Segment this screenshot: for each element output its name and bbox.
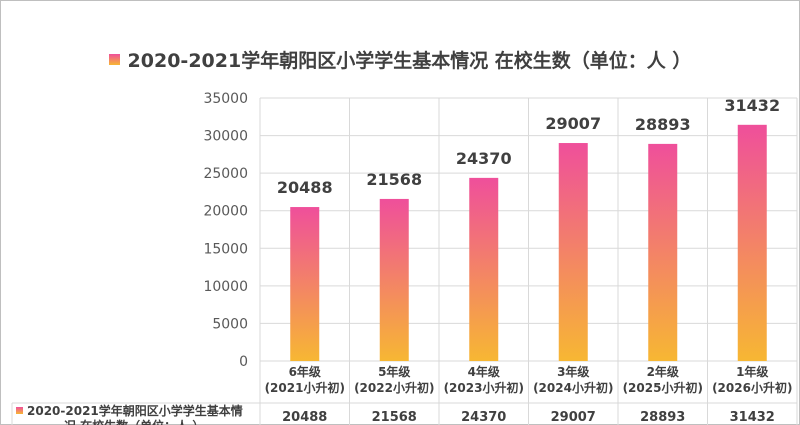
- table-cell: 24370: [461, 410, 506, 425]
- y-tick-label: 20000: [203, 204, 248, 220]
- category-sublabel: (2026小升初): [712, 380, 792, 395]
- data-label: 31432: [724, 96, 780, 115]
- chart-title-row: 2020-2021学年朝阳区小学学生基本情况 在校生数（单位：人 ）: [0, 44, 800, 74]
- bar: [648, 143, 678, 361]
- legend-color-key: [108, 53, 120, 65]
- data-label: 24370: [456, 149, 512, 168]
- y-tick-label: 35000: [203, 91, 248, 107]
- y-tick-label: 15000: [203, 241, 248, 257]
- table-cell: 29007: [551, 410, 596, 425]
- category-sublabel: (2022小升初): [354, 380, 434, 395]
- category-sublabel: (2021小升初): [265, 380, 345, 395]
- bar: [558, 143, 588, 361]
- category-sublabel: (2023小升初): [444, 380, 524, 395]
- y-tick-label: 25000: [203, 166, 248, 182]
- bar: [379, 198, 409, 361]
- data-label: 20488: [277, 178, 333, 197]
- table-cell: 20488: [282, 410, 327, 425]
- category-label: 3年级: [557, 364, 589, 379]
- y-tick-label: 30000: [203, 129, 248, 145]
- table-legend-label: 2020-2021学年朝阳区小学学生基本情: [27, 403, 243, 418]
- y-tick-label: 5000: [212, 316, 248, 332]
- category-label: 4年级: [468, 364, 500, 379]
- bar: [290, 207, 320, 361]
- data-label: 29007: [545, 114, 601, 133]
- table-legend-label-2: 况 在校生数（单位：人 ）: [64, 418, 204, 425]
- y-tick-label: 10000: [203, 279, 248, 295]
- category-label: 5年级: [378, 364, 410, 379]
- table-cell: 21568: [372, 410, 417, 425]
- category-label: 1年级: [736, 364, 768, 379]
- bar: [737, 124, 767, 361]
- category-label: 6年级: [289, 364, 321, 379]
- chart-title: 2020-2021学年朝阳区小学学生基本情况 在校生数（单位：人 ）: [127, 49, 692, 72]
- category-label: 2年级: [647, 364, 679, 379]
- category-sublabel: (2025小升初): [623, 380, 703, 395]
- bar: [469, 177, 499, 361]
- table-cell: 31432: [730, 410, 775, 425]
- data-label: 21568: [366, 170, 422, 189]
- category-sublabel: (2024小升初): [533, 380, 613, 395]
- table-legend-key: [16, 407, 23, 414]
- table-cell: 28893: [640, 410, 685, 425]
- y-tick-label: 0: [239, 354, 248, 370]
- data-label: 28893: [635, 115, 691, 134]
